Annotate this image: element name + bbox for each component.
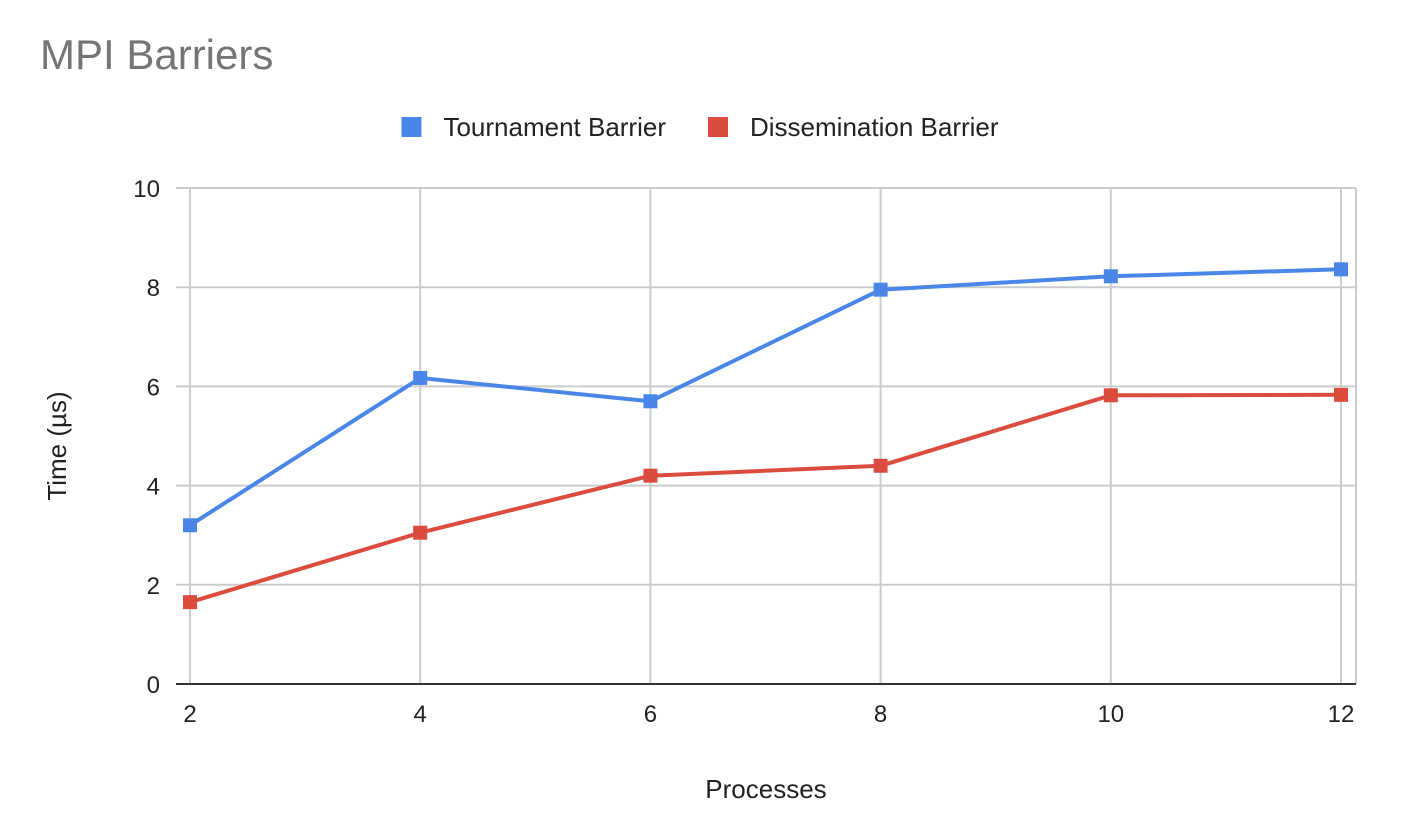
x-tick-label: 10	[1097, 701, 1124, 728]
x-axis-ticks: 2 4 6 8 10 12	[183, 701, 1354, 728]
series-line	[188, 267, 1343, 528]
y-tick-label: 4	[147, 474, 160, 501]
legend-swatch	[401, 117, 422, 137]
series-layer	[183, 262, 1348, 610]
data-point-marker	[183, 518, 197, 533]
x-tick-label: 2	[183, 701, 196, 728]
legend-item: Tournament Barrier	[401, 112, 666, 142]
x-tick-label: 8	[874, 701, 887, 728]
data-point-marker	[413, 370, 428, 385]
y-tick-label: 10	[133, 176, 160, 203]
data-point-marker	[183, 595, 197, 610]
data-point-marker	[1103, 269, 1118, 284]
series	[183, 387, 1348, 610]
y-tick-label: 6	[147, 374, 160, 401]
y-tick-label: 0	[147, 672, 160, 699]
series	[183, 262, 1348, 533]
data-point-marker	[1334, 387, 1348, 402]
legend-label: Dissemination Barrier	[750, 112, 999, 142]
series-line	[188, 392, 1343, 605]
data-point-marker	[873, 458, 888, 473]
gridlines	[176, 187, 1357, 684]
legend-item: Dissemination Barrier	[708, 112, 999, 142]
chart-title: MPI Barriers	[40, 31, 273, 78]
y-tick-label: 8	[147, 275, 160, 302]
legend-label: Tournament Barrier	[443, 112, 666, 142]
y-axis-ticks: 0 2 4 6 8 10	[133, 176, 160, 699]
data-point-marker	[873, 282, 888, 297]
data-point-marker	[1103, 388, 1118, 403]
legend-swatch	[708, 117, 729, 137]
data-point-marker	[643, 468, 658, 483]
data-point-marker	[1334, 262, 1348, 277]
x-tick-label: 6	[644, 701, 657, 728]
y-tick-label: 2	[147, 573, 160, 600]
x-tick-label: 12	[1328, 701, 1355, 728]
data-point-marker	[413, 525, 428, 540]
x-tick-label: 4	[414, 701, 427, 728]
data-point-marker	[643, 394, 658, 409]
x-axis-title: Processes	[705, 774, 826, 804]
legend: Tournament Barrier Dissemination Barrier	[401, 112, 999, 142]
y-axis-title: Time (µs)	[42, 391, 72, 500]
